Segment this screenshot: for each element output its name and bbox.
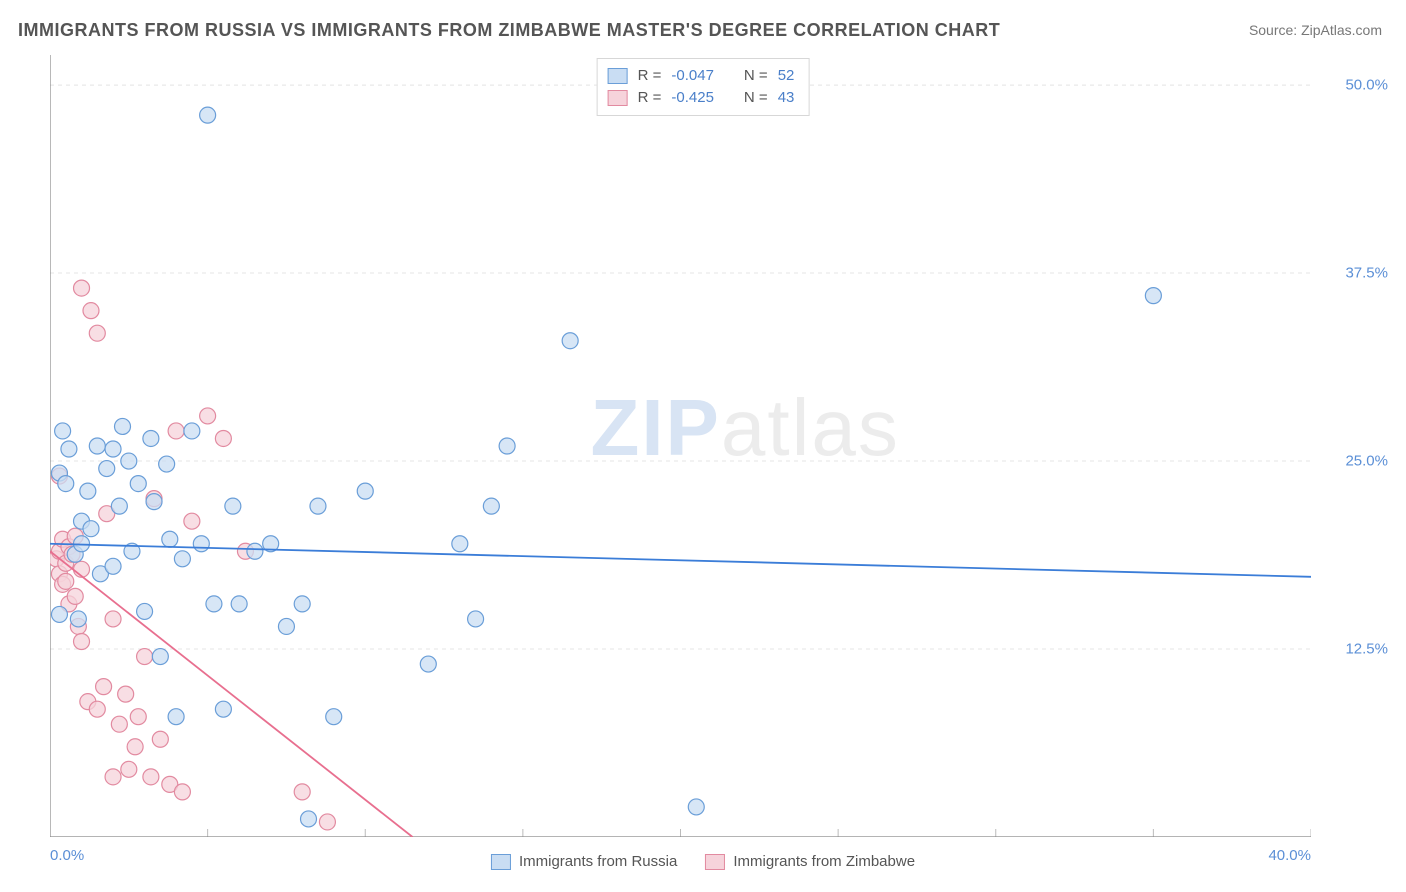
source-label: Source: bbox=[1249, 22, 1297, 38]
r-value-russia: -0.047 bbox=[671, 65, 714, 87]
y-tick-label: 25.0% bbox=[1345, 453, 1388, 470]
legend-item-zimbabwe: Immigrants from Zimbabwe bbox=[705, 853, 915, 870]
r-label: R = bbox=[638, 87, 662, 109]
y-tick-label: 37.5% bbox=[1345, 265, 1388, 282]
swatch-zimbabwe bbox=[608, 90, 628, 106]
n-label: N = bbox=[744, 65, 768, 87]
r-value-zimbabwe: -0.425 bbox=[671, 87, 714, 109]
legend-item-russia: Immigrants from Russia bbox=[491, 853, 677, 870]
n-label: N = bbox=[744, 87, 768, 109]
legend-row-zimbabwe: R = -0.425 N = 43 bbox=[608, 87, 795, 109]
y-tick-label: 50.0% bbox=[1345, 77, 1388, 94]
swatch-zimbabwe bbox=[705, 854, 725, 870]
n-value-russia: 52 bbox=[778, 65, 795, 87]
source-name: ZipAtlas.com bbox=[1301, 22, 1382, 38]
series-legend: Immigrants from Russia Immigrants from Z… bbox=[491, 853, 915, 870]
source-attribution: Source: ZipAtlas.com bbox=[1249, 22, 1382, 38]
n-value-zimbabwe: 43 bbox=[778, 87, 795, 109]
x-tick-label: 0.0% bbox=[50, 847, 84, 864]
scatter-plot-svg bbox=[50, 55, 1311, 837]
legend-row-russia: R = -0.047 N = 52 bbox=[608, 65, 795, 87]
correlation-legend: R = -0.047 N = 52 R = -0.425 N = 43 bbox=[597, 58, 810, 116]
x-tick-label: 40.0% bbox=[1268, 847, 1311, 864]
legend-label-zimbabwe: Immigrants from Zimbabwe bbox=[733, 853, 915, 870]
r-label: R = bbox=[638, 65, 662, 87]
chart-title: IMMIGRANTS FROM RUSSIA VS IMMIGRANTS FRO… bbox=[18, 20, 1000, 41]
swatch-russia bbox=[491, 854, 511, 870]
y-tick-label: 12.5% bbox=[1345, 641, 1388, 658]
legend-label-russia: Immigrants from Russia bbox=[519, 853, 677, 870]
chart-area bbox=[50, 55, 1311, 837]
swatch-russia bbox=[608, 68, 628, 84]
